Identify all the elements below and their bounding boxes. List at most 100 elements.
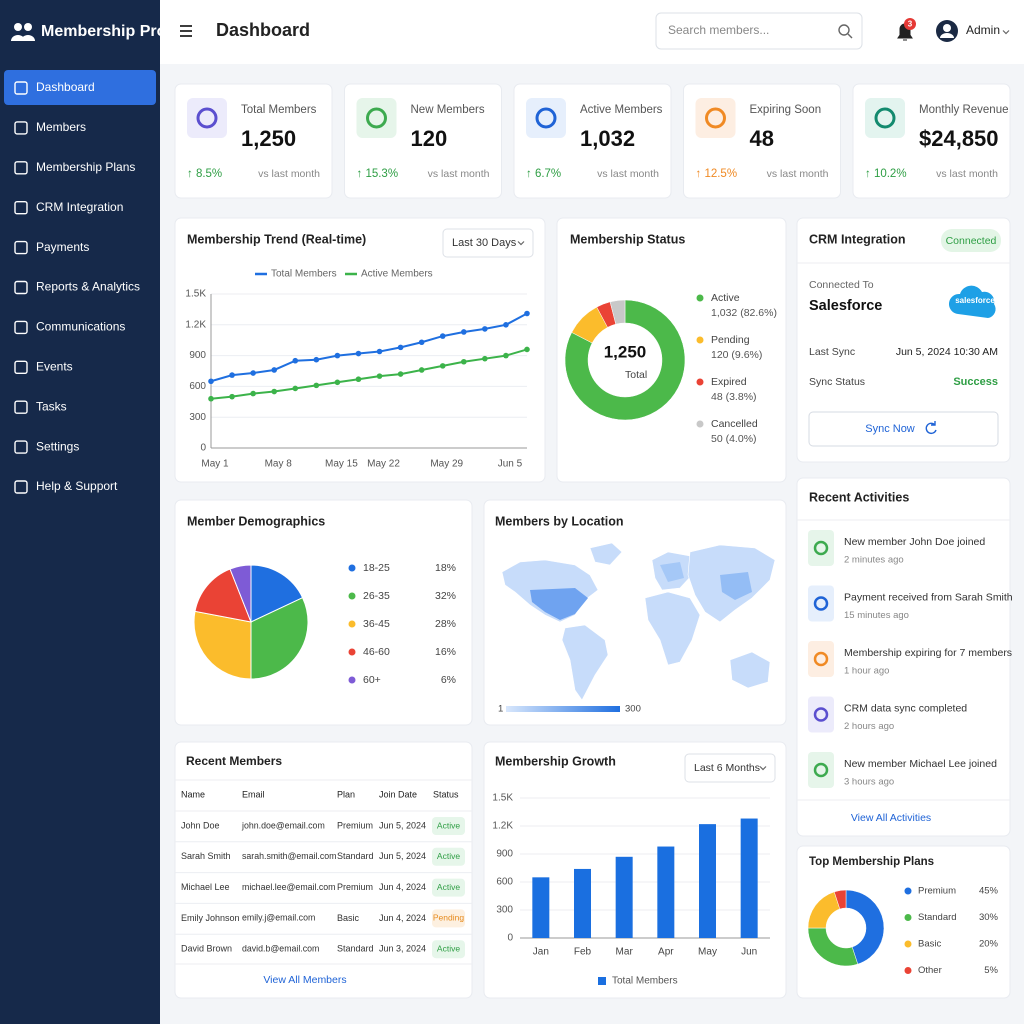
sync-button[interactable] [808,411,999,447]
data-point [461,358,467,365]
chevron-icon [517,241,525,246]
activity-time: 3 hours ago [844,777,894,788]
donut-segment [833,889,847,910]
stat-value: 1,032 [580,126,635,151]
range-dropdown[interactable] [442,228,534,258]
range-dropdown[interactable] [684,753,776,783]
y-tick-label: 900 [496,849,513,860]
stat-note: vs last month [258,168,320,180]
data-point [482,326,488,332]
stat-change: ↑ 6.7% [526,168,561,180]
table-cell: Jun 5, 2024 [379,851,426,861]
activity-text: New member John Doe joined [844,536,985,548]
table-cell: Basic [337,913,360,923]
data-point [229,393,235,400]
legend-value: 30% [979,912,999,923]
status-pill-text: Pending [433,913,464,923]
refresh-icon [925,421,937,435]
nav-item[interactable]: Dashboard [36,80,95,94]
table-cell: Standard [337,944,374,954]
y-tick-label: 1.5K [492,793,513,804]
view-all-link[interactable]: View All Activities [851,812,931,824]
nav-icon [14,440,28,454]
nav-item[interactable]: Events [36,359,73,373]
legend-label: Total Members [612,976,678,987]
table-cell: john.doe@email.com [241,820,325,830]
stat-icon [196,107,218,129]
user-name[interactable]: Admin [966,23,1000,37]
column-header: Status [433,789,459,799]
column-header: Name [181,789,205,799]
nav-icon [14,280,28,295]
nav-item[interactable]: Settings [36,439,79,453]
legend-label: 46-60 [363,646,390,658]
y-tick-label: 600 [189,381,206,392]
activity-icon-bg [808,696,834,733]
nav-item[interactable]: Members [36,120,86,134]
stat-icon-bg [187,98,227,138]
stat-icon-bg [356,98,397,138]
table-cell: Jun 5, 2024 [379,820,426,830]
data-point [250,370,256,376]
legend-value: 50 (4.0%) [711,433,757,445]
donut-segment [564,299,686,421]
nav-item[interactable]: Tasks [36,399,67,413]
data-point [229,372,235,378]
legend-label: Other [918,965,942,976]
series-line [210,348,528,400]
y-tick-label: 1.2K [185,319,206,330]
pie-slice [250,597,309,680]
sync-button-label[interactable]: Sync Now [865,423,915,435]
card-title: Recent Activities [809,490,909,504]
legend-label: Basic [918,939,941,950]
bar [740,818,758,938]
nav-item[interactable]: CRM Integration [36,200,123,214]
stat-icon-bg [865,98,905,138]
donut-segment [845,889,885,965]
activity-icon [813,540,829,556]
legend-dot [348,592,356,600]
stat-change: ↑ 15.3% [357,168,399,180]
legend-value: 5% [984,965,998,976]
stat-icon-bg [695,98,736,138]
map-region [589,542,623,566]
nav-item[interactable]: Membership Plans [36,160,135,174]
x-tick-label: Jun 5 [498,459,523,470]
legend-label: Total Members [271,269,337,280]
field-value: Success [953,376,998,388]
stat-value: 1,250 [241,126,296,151]
stat-note: vs last month [597,168,659,180]
nav-item[interactable]: Help & Support [36,479,118,493]
nav-item[interactable]: Reports & Analytics [36,280,140,294]
legend-dot [904,914,912,921]
data-point [271,388,278,395]
donut-center-value: 1,250 [604,342,647,361]
activities-card [796,477,1011,837]
menu-icon[interactable] [180,25,192,37]
legend-dot [904,940,912,948]
legend-label: Premium [918,886,956,897]
nav-item[interactable]: Communications [36,320,125,334]
data-point [334,352,341,359]
view-all-link[interactable]: View All Members [263,974,346,986]
data-point [418,367,425,373]
activity-icon-bg [808,752,834,788]
table-cell: david.b@email.com [242,944,319,954]
data-point [439,363,446,369]
y-tick-label: 600 [496,877,513,888]
search-box[interactable] [655,12,863,50]
map-region [644,591,701,666]
status-pill [432,817,465,835]
legend-label: 26-35 [363,590,390,602]
scale-max: 300 [625,704,641,715]
legend-label: Standard [918,912,957,923]
column-header: Join Date [379,789,417,799]
status-pill-text: Active [437,851,460,861]
sidebar [0,0,160,1024]
nav-item[interactable]: Payments [36,240,89,254]
table-cell: Emily Johnson [181,913,240,923]
brand-icon [11,35,35,41]
bar [699,824,716,938]
nav-item-active[interactable] [4,70,156,105]
status-pill [432,909,465,928]
